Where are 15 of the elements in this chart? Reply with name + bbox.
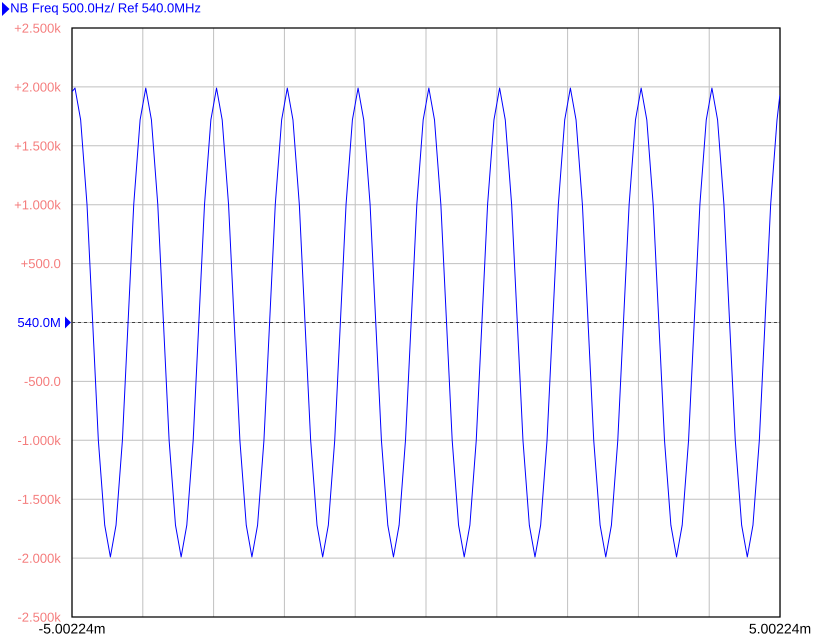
y-tick-label: -500.0 bbox=[24, 376, 60, 386]
y-tick-label: +500.0 bbox=[21, 258, 60, 268]
y-tick-label: +2.500k bbox=[14, 23, 61, 33]
y-tick-label: -2.500k bbox=[18, 612, 61, 622]
y-tick-label: -1.000k bbox=[18, 436, 61, 446]
y-tick-label: +2.000k bbox=[14, 82, 61, 92]
y-tick-label: +1.500k bbox=[14, 141, 61, 151]
chart-title: NB Freq 500.0Hz/ Ref 540.0MHz bbox=[11, 2, 200, 16]
x-tick-label: -5.00224m bbox=[39, 624, 105, 634]
line-series bbox=[72, 88, 780, 558]
y-tick-label: +1.000k bbox=[14, 200, 61, 210]
ref-line-label: 540.0M bbox=[18, 318, 60, 328]
y-tick-label: -2.000k bbox=[18, 553, 61, 563]
y-tick-label: -1.500k bbox=[18, 494, 61, 504]
x-tick-label: 5.00224m bbox=[749, 624, 810, 634]
